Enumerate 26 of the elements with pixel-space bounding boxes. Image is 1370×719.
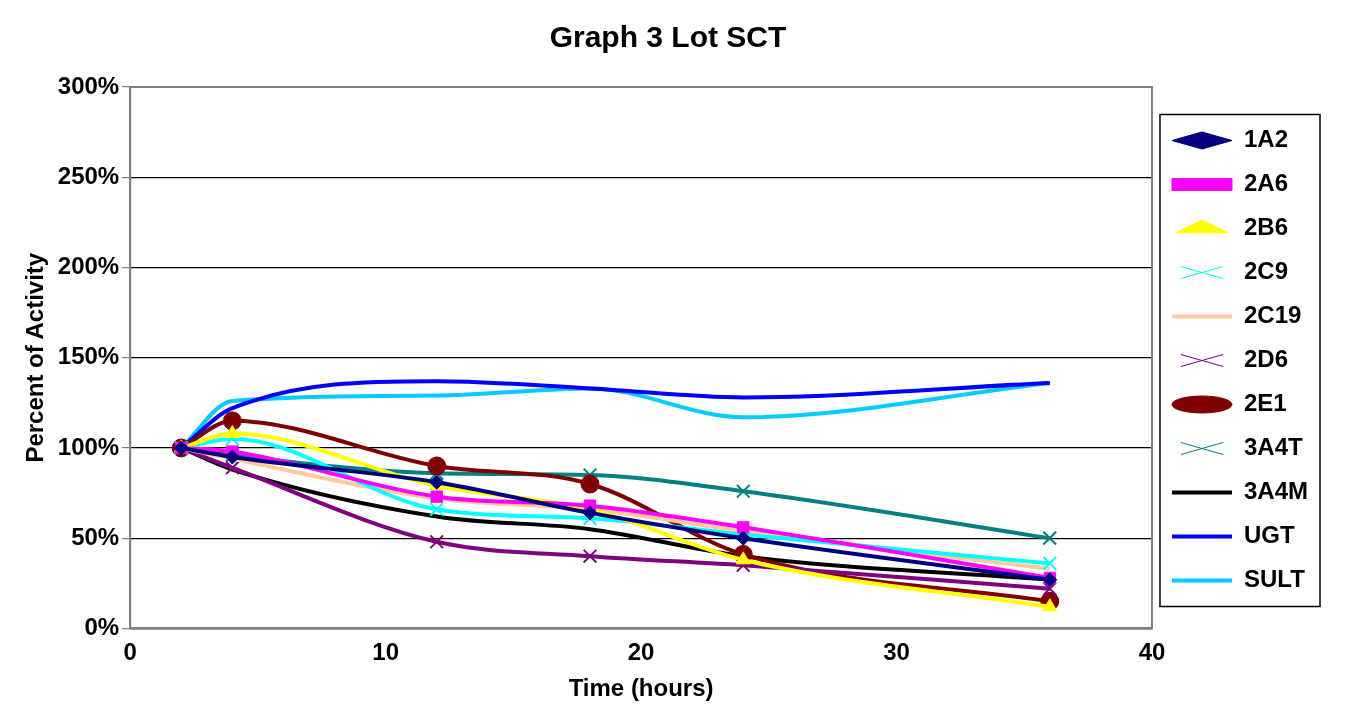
legend-label: 2C9 — [1243, 257, 1289, 285]
y-tick-label: 0% — [84, 613, 120, 641]
y-tick-label: 100% — [57, 432, 120, 460]
y-tick-label: 50% — [71, 522, 120, 550]
y-axis-title: Percent of Activity — [21, 252, 49, 463]
x-tick-label: 20 — [627, 638, 655, 666]
y-tick-label: 300% — [57, 71, 120, 99]
legend-label: 2E1 — [1243, 389, 1287, 417]
legend-label: 3A4T — [1243, 433, 1304, 461]
legend-label: 2B6 — [1243, 213, 1289, 241]
x-tick-label: 30 — [883, 638, 910, 666]
y-tick-label: 200% — [57, 252, 120, 280]
legend-label: UGT — [1243, 521, 1295, 549]
legend-label: 2C19 — [1243, 301, 1302, 329]
y-tick-label: 150% — [57, 342, 120, 370]
legend-label: 2A6 — [1243, 169, 1289, 197]
x-tick-label: 40 — [1138, 638, 1166, 666]
legend-label: SULT — [1243, 565, 1306, 593]
chart-title: Graph 3 Lot SCT — [549, 20, 787, 54]
legend-label: 1A2 — [1243, 125, 1289, 153]
x-tick-label: 10 — [372, 638, 399, 666]
legend-label: 2D6 — [1243, 345, 1289, 373]
y-tick-label: 250% — [57, 161, 120, 189]
x-tick-label: 0 — [123, 638, 137, 666]
legend-label: 3A4M — [1243, 477, 1309, 505]
x-axis-title: Time (hours) — [568, 674, 714, 702]
